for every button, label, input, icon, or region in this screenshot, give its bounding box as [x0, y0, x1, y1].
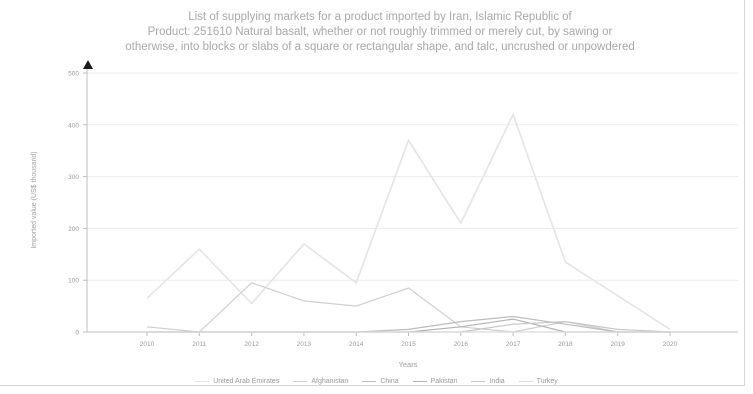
- x-tick-label: 2014: [349, 341, 364, 348]
- legend-label: Turkey: [536, 378, 558, 385]
- series-line-afghanistan: [146, 282, 670, 333]
- axis-layer: [83, 60, 738, 333]
- y-axis-label: Imported value (US$ thousand): [31, 151, 38, 248]
- x-tick-label: 2019: [610, 341, 625, 348]
- legend-label: United Arab Emirates: [213, 378, 280, 385]
- x-tick-label: 2011: [192, 341, 206, 348]
- legend-item[interactable]: Afghanistan: [293, 378, 348, 385]
- chart-title-line-1: List of supplying markets for a product …: [188, 11, 572, 23]
- series-line-china: [147, 315, 670, 333]
- chart-title-line-3: otherwise, into blocks or slabs of a squ…: [125, 41, 635, 53]
- legend-label: Afghanistan: [311, 378, 349, 385]
- x-tick-label: 2012: [244, 341, 259, 348]
- y-tick-label: 100: [68, 278, 79, 285]
- y-tick-label: 300: [68, 174, 79, 181]
- x-tick-label: 2018: [558, 341, 573, 348]
- chart-title: List of supplying markets for a product …: [40, 10, 720, 55]
- legend-swatch: [518, 381, 533, 382]
- legend-label: Pakistan: [430, 378, 458, 385]
- legend-swatch: [362, 381, 377, 382]
- chart-frame: [0, 0, 745, 386]
- grid-layer: [87, 72, 738, 281]
- y-tick-label: 500: [68, 71, 79, 78]
- chart-legend: United Arab Emirates Afghanistan China Paki…: [0, 378, 753, 385]
- legend-label: China: [380, 378, 399, 385]
- legend-item[interactable]: Pakistan: [412, 378, 458, 385]
- legend-item[interactable]: China: [362, 378, 399, 385]
- series-line-united-arab-emirates: [146, 112, 671, 331]
- y-axis-arrow-icon: [83, 60, 93, 69]
- y-tick-label: 0: [75, 330, 79, 337]
- x-tick-labels: 2010 2011 2012 2013 2014 2015 2016 2017 2018 2019…: [140, 332, 678, 348]
- x-tick-label: 2020: [663, 341, 678, 348]
- y-tick-labels: 0 100 200 300 400 500: [68, 71, 87, 337]
- x-axis-label: Years: [399, 360, 418, 369]
- legend-item[interactable]: United Arab Emirates: [195, 378, 279, 385]
- legend-swatch: [195, 381, 210, 382]
- x-tick-label: 2015: [401, 341, 416, 348]
- legend-item[interactable]: Turkey: [518, 378, 558, 385]
- legend-label: India: [489, 378, 505, 385]
- legend-swatch: [412, 381, 427, 382]
- series-layer: [146, 112, 671, 333]
- x-tick-label: 2016: [454, 341, 469, 348]
- x-tick-label: 2017: [506, 341, 521, 348]
- y-tick-label: 200: [68, 226, 79, 233]
- legend-swatch: [293, 381, 308, 382]
- x-tick-label: 2010: [140, 341, 155, 348]
- chart-title-line-2: Product: 251610 Natural basalt, whether …: [147, 26, 613, 38]
- legend-item[interactable]: India: [471, 378, 505, 385]
- y-tick-label: 400: [68, 122, 79, 129]
- legend-swatch: [471, 381, 486, 382]
- x-tick-label: 2013: [297, 341, 312, 348]
